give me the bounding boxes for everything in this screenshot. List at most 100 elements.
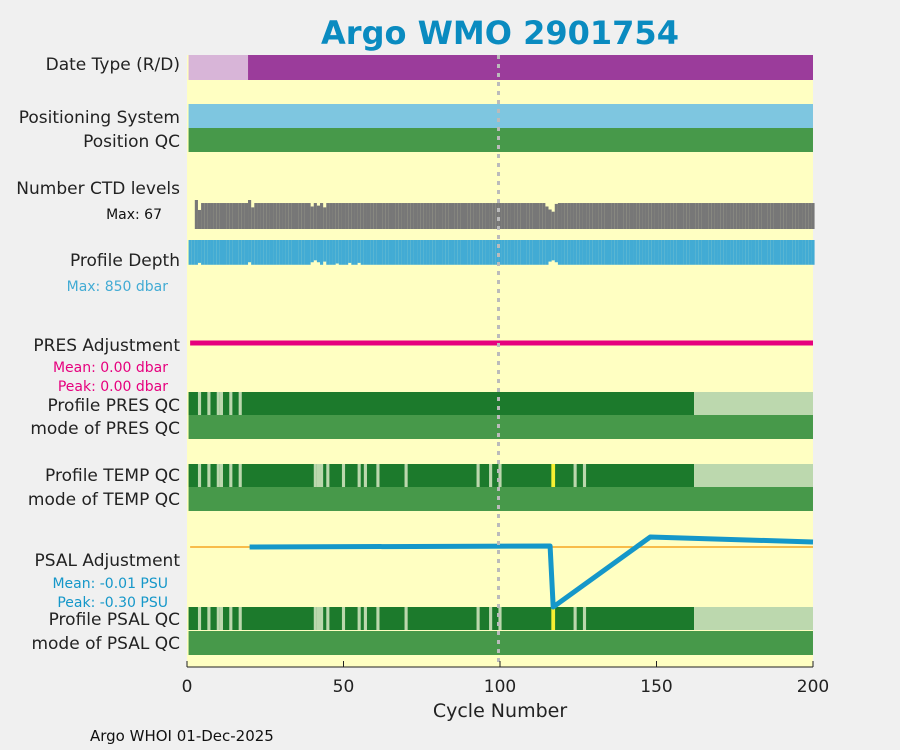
profile-depth-bar <box>780 240 784 265</box>
profile-depth-bar <box>407 240 411 265</box>
profile-depth-bar <box>395 240 399 265</box>
profile-depth-bar <box>316 240 321 263</box>
ctd-levels-bar <box>551 211 555 229</box>
profile-depth-bar <box>620 240 624 265</box>
profile-depth-bar <box>464 240 468 265</box>
profile-depth-bar <box>520 240 524 265</box>
profile-depth-bar <box>379 240 383 265</box>
profile-temp-qc-light-cycle <box>207 464 211 487</box>
profile-pres-qc-light-cycle <box>207 392 211 415</box>
profile-depth-bar <box>276 240 280 265</box>
ctd-levels-bar <box>701 203 706 229</box>
profile-psal-qc-light-cycle <box>489 607 493 630</box>
profile-depth-bar <box>335 240 339 264</box>
profile-psal-qc-light-cycle <box>197 607 202 630</box>
profile-depth-bar <box>742 240 746 265</box>
x-tick-label: 150 <box>640 677 672 697</box>
profile-depth-bar <box>373 240 377 265</box>
profile-depth-bar <box>442 240 446 265</box>
row-label-profile-pres-qc: Profile PRES QC <box>47 396 180 416</box>
ctd-levels-bar <box>213 203 217 229</box>
ctd-levels-bar <box>536 203 540 229</box>
ctd-levels-bar <box>238 203 242 229</box>
row-label-profile-temp-qc: Profile TEMP QC <box>45 466 180 486</box>
profile-depth-bar <box>789 240 793 265</box>
ctd-levels-bar <box>576 203 580 229</box>
footer-credit: Argo WHOI 01-Dec-2025 <box>90 727 274 745</box>
ctd-levels-bar <box>670 203 674 229</box>
profile-depth-bar <box>755 240 759 265</box>
profile-depth-bar <box>523 240 527 265</box>
profile-depth-bar <box>636 240 640 265</box>
ctd-levels-bar <box>598 203 602 229</box>
ctd-levels-bar <box>623 203 627 229</box>
ctd-levels-bar <box>723 203 727 229</box>
ctd-levels-bar <box>301 203 305 229</box>
ctd-levels-bar <box>661 203 665 229</box>
profile-depth-bar <box>445 240 449 265</box>
ctd-levels-bar <box>479 203 483 229</box>
profile-temp-qc-light-cycle <box>489 464 493 487</box>
profile-depth-bar <box>492 240 496 265</box>
ctd-levels-bar <box>808 203 812 229</box>
ctd-levels-bar <box>285 203 289 229</box>
row-label-date-type: Date Type (R/D) <box>46 55 180 75</box>
profile-depth-bar <box>658 240 662 265</box>
ctd-levels-bar <box>692 203 696 229</box>
ctd-levels-bar <box>244 203 249 229</box>
profile-psal-qc-light-cycle <box>313 607 317 630</box>
profile-depth-bar <box>579 240 583 265</box>
profile-depth-bar <box>351 240 355 265</box>
profile-depth-bar <box>536 240 540 265</box>
profile-depth-bar <box>313 240 317 261</box>
ctd-levels-bar <box>629 203 634 229</box>
profile-depth-bar <box>751 240 756 265</box>
ctd-levels-bar <box>654 203 659 229</box>
ctd-levels-bar <box>313 203 317 229</box>
ctd-levels-bar <box>595 203 599 229</box>
ctd-levels-bar <box>539 203 543 229</box>
profile-pres-qc-pending <box>694 392 813 415</box>
profile-depth-bar <box>554 240 558 263</box>
profile-depth-bar <box>248 240 252 263</box>
profile-depth-bar <box>307 240 311 265</box>
ctd-levels-bar <box>742 203 746 229</box>
ctd-levels-bar <box>251 207 255 229</box>
ctd-levels-bar <box>586 203 590 229</box>
profile-depth-bar <box>811 240 815 265</box>
ctd-levels-bar <box>726 203 731 229</box>
profile-depth-bar <box>226 240 230 265</box>
ctd-levels-bar <box>354 203 358 229</box>
profile-depth-bar <box>748 240 752 265</box>
profile-pres-qc-light-cycle <box>219 392 223 415</box>
ctd-levels-bar <box>780 203 784 229</box>
ctd-levels-bar <box>420 203 424 229</box>
ctd-levels-bar <box>194 200 198 229</box>
ctd-levels-bar <box>445 203 449 229</box>
ctd-levels-bar <box>733 203 737 229</box>
profile-psal-qc-good <box>188 607 695 630</box>
profile-temp-qc-light-cycle <box>357 464 361 487</box>
ctd-levels-bar <box>442 203 446 229</box>
profile-depth-bar <box>413 240 418 265</box>
ctd-levels-bar <box>529 203 533 229</box>
profile-depth-bar <box>507 240 511 265</box>
ctd-levels-bar <box>614 203 618 229</box>
profile-depth-bar <box>545 240 549 265</box>
ctd-levels-bar <box>720 203 724 229</box>
ctd-levels-bar <box>401 203 405 229</box>
profile-depth-bar <box>495 240 499 265</box>
ctd-levels-bar <box>745 203 749 229</box>
profile-psal-qc-light-cycle <box>216 607 220 630</box>
profile-depth-bar <box>354 240 358 265</box>
profile-depth-bar <box>664 240 668 265</box>
profile-depth-bar <box>667 240 671 265</box>
ctd-levels-bar <box>357 203 361 229</box>
ctd-levels-bar <box>388 203 393 229</box>
profile-depth-bar <box>626 240 630 265</box>
ctd-levels-bar <box>426 203 430 229</box>
ctd-levels-bar <box>248 200 252 229</box>
ctd-levels-bar <box>454 203 458 229</box>
ctd-levels-bar <box>607 203 612 229</box>
profile-depth-bar <box>683 240 687 265</box>
